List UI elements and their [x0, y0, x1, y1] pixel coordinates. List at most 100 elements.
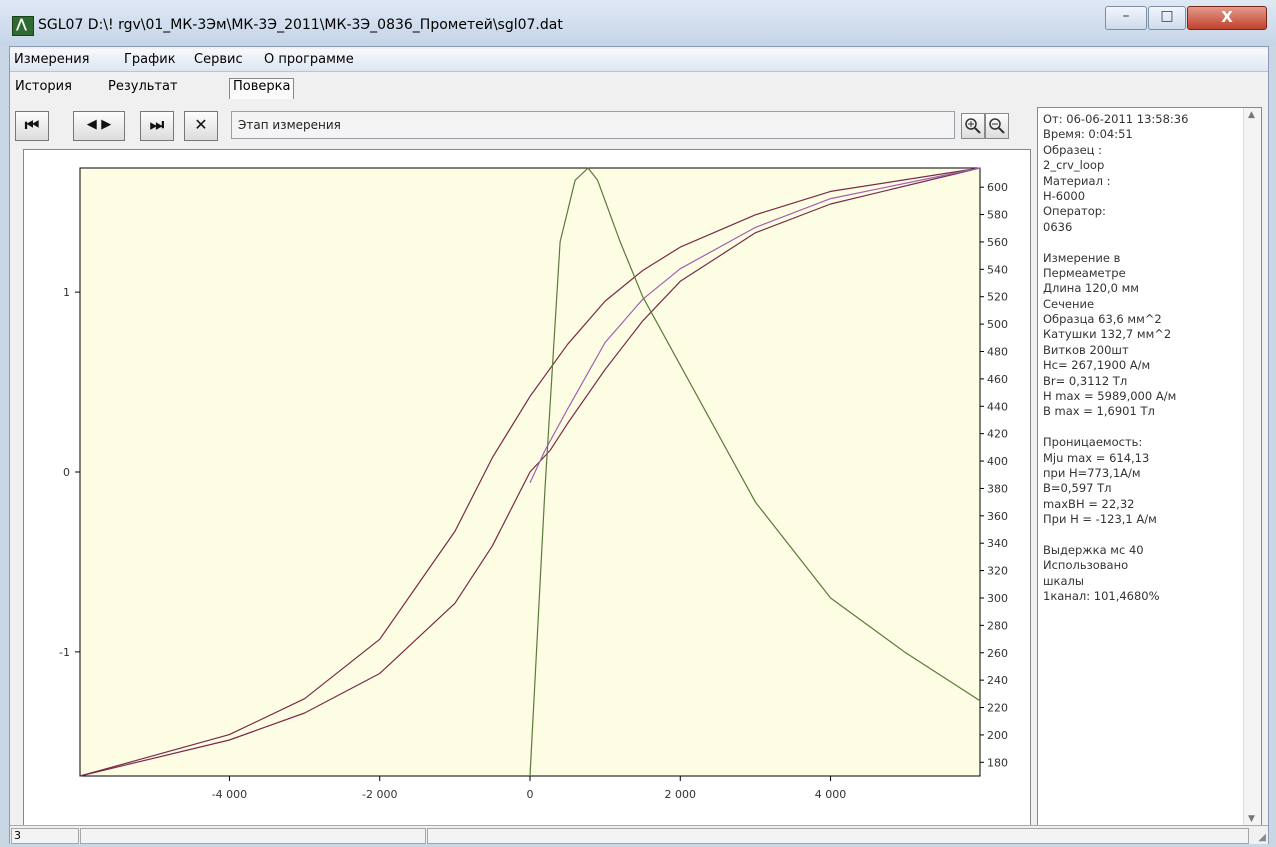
info-line: Использовано [1043, 558, 1129, 573]
y-left-tick-label: 0 [63, 466, 70, 479]
info-line: H max = 5989,000 A/м [1043, 389, 1177, 404]
resize-grip-icon[interactable]: ◢ [1258, 832, 1266, 843]
info-line: Hc= 267,1900 A/м [1043, 358, 1151, 373]
y-right-tick-label: 180 [987, 756, 1008, 769]
info-line: Материал : [1043, 173, 1111, 188]
menu-service[interactable]: Сервис [194, 52, 243, 67]
y-right-tick-label: 280 [987, 619, 1008, 632]
info-line: Пермеаметре [1043, 265, 1126, 280]
delete-button[interactable]: ✕ [184, 111, 218, 141]
info-line: При H = -123,1 A/м [1043, 512, 1157, 527]
info-line: Образец : [1043, 142, 1103, 157]
menu-about[interactable]: О программе [264, 52, 354, 67]
title-bar: ⋀ SGL07 D:\! rgv\01_МК-3Эм\МК-3Э_2011\МК… [0, 0, 1276, 46]
info-line: 2_crv_loop [1043, 158, 1105, 173]
magnet-app-icon: ⋀ [12, 16, 34, 36]
minimize-icon: – [1122, 8, 1130, 24]
close-icon: ✕ [194, 115, 208, 134]
status-cell-2 [80, 828, 426, 844]
status-cell-1: 3 [11, 828, 79, 844]
y-right-tick-label: 420 [987, 428, 1008, 441]
hysteresis-chart: -4 000 -2 000 0 2 000 4 000 -1 0 1 180 200 220 240 2… [59, 167, 1008, 801]
info-line: B=0,597 Тл [1043, 481, 1112, 496]
menu-graph[interactable]: График [124, 52, 176, 67]
x-tick-label: 4 000 [815, 788, 847, 801]
info-line: Измерение в [1043, 250, 1121, 265]
zoom-in-icon [965, 118, 981, 134]
y-right-tick-label: 200 [987, 729, 1008, 742]
y-right-tick-label: 600 [987, 181, 1008, 194]
info-line: Длина 120,0 мм [1043, 281, 1139, 296]
y-right-tick-label: 340 [987, 537, 1008, 550]
skip-first-icon: ⏮ [24, 115, 40, 134]
window-title: SGL07 D:\! rgv\01_МК-3Эм\МК-3Э_2011\МК-3… [38, 17, 563, 33]
info-text: От: 06-06-2011 13:58:36 Время: 0:04:51 Обр… [1043, 112, 1231, 605]
y-left-tick-label: 1 [63, 286, 70, 299]
zoom-out-icon [989, 118, 1005, 134]
info-line: 1канал: 101,4680% [1043, 589, 1160, 604]
zoom-out-button[interactable] [985, 113, 1009, 139]
initial-magnetization-line [529, 167, 981, 484]
y-right-tick-label: 560 [987, 236, 1008, 249]
y-right-tick-label: 540 [987, 263, 1008, 276]
y-right-tick-label: 440 [987, 400, 1008, 413]
info-line: maxBH = 22,32 [1043, 496, 1135, 511]
x-tick-label: -2 000 [362, 788, 397, 801]
tab-history[interactable]: История [15, 79, 72, 94]
info-line: Катушки 132,7 мм^2 [1043, 327, 1172, 342]
info-panel: От: 06-06-2011 13:58:36 Время: 0:04:51 Обр… [1037, 107, 1262, 827]
minimize-button[interactable]: – [1105, 6, 1147, 30]
permeability-line [529, 167, 981, 777]
y-right-tick-label: 380 [987, 482, 1008, 495]
chart-panel[interactable]: -4 000 -2 000 0 2 000 4 000 -1 0 1 180 200 220 240 2… [23, 149, 1031, 826]
prev-next-icon: ◀ ▶ [86, 117, 112, 132]
menu-measurements[interactable]: Измерения [14, 52, 90, 67]
menu-bar: Измерения График Сервис О программе [10, 49, 1268, 72]
prev-next-button[interactable]: ◀ ▶ [73, 111, 125, 141]
first-record-button[interactable]: ⏮ [15, 111, 49, 141]
x-tick-label: 0 [527, 788, 534, 801]
close-icon: X [1221, 8, 1233, 26]
info-line: Оператор: [1043, 204, 1106, 219]
info-line: Сечение [1043, 296, 1095, 311]
x-tick-label: 2 000 [665, 788, 697, 801]
y-right-tick-label: 360 [987, 510, 1008, 523]
last-record-button[interactable]: ⏭ [140, 111, 174, 141]
info-line: Витков 200шт [1043, 342, 1129, 357]
scroll-down-icon[interactable]: ▼ [1248, 814, 1255, 824]
info-scrollbar[interactable]: ▲ ▼ [1243, 108, 1261, 826]
y-right-tick-label: 260 [987, 647, 1008, 660]
y-left-tick-label: -1 [59, 646, 70, 659]
info-line: Br= 0,3112 Тл [1043, 373, 1128, 388]
y-right-tick-label: 500 [987, 318, 1008, 331]
y-right-tick-label: 520 [987, 291, 1008, 304]
measurement-stage-field: Этап измерения [231, 111, 955, 139]
y-right-tick-label: 580 [987, 209, 1008, 222]
y-right-tick-label: 240 [987, 674, 1008, 687]
hysteresis-ascending-line [79, 167, 981, 777]
stage-label: Этап измерения [238, 118, 341, 132]
hysteresis-descending-line [79, 167, 981, 777]
x-tick-label: -4 000 [212, 788, 247, 801]
info-line: Образца 63,6 мм^2 [1043, 312, 1162, 327]
y-right-tick-label: 300 [987, 592, 1008, 605]
y-right-tick-label: 400 [987, 455, 1008, 468]
info-line: От: 06-06-2011 13:58:36 [1043, 112, 1189, 126]
tab-verification[interactable]: Поверка [229, 78, 295, 99]
info-line: 0636 [1043, 219, 1073, 234]
status-cell-3 [427, 828, 1249, 844]
tab-result[interactable]: Результат [108, 79, 178, 99]
skip-last-icon: ⏭ [149, 115, 165, 134]
info-line: Mju max = 614,13 [1043, 450, 1150, 465]
close-window-button[interactable]: X [1187, 6, 1267, 30]
maximize-button[interactable]: □ [1148, 6, 1186, 30]
status-bar: 3 ◢ [10, 825, 1268, 844]
main-window: Измерения График Сервис О программе Исто… [9, 46, 1269, 844]
zoom-in-button[interactable] [961, 113, 985, 139]
info-line: Проницаемость: [1043, 435, 1143, 450]
status-cell-1-text: 3 [14, 829, 21, 842]
info-line [1043, 528, 1231, 543]
y-right-tick-label: 480 [987, 345, 1008, 358]
scroll-up-icon[interactable]: ▲ [1248, 110, 1255, 120]
info-line: B max = 1,6901 Тл [1043, 404, 1155, 419]
